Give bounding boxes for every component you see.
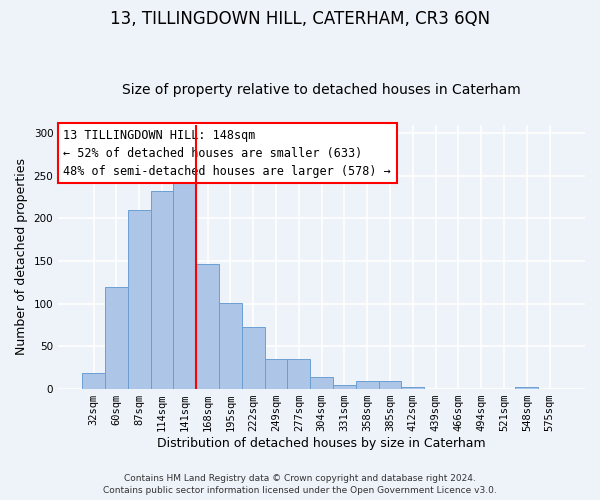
Title: Size of property relative to detached houses in Caterham: Size of property relative to detached ho… [122, 83, 521, 97]
X-axis label: Distribution of detached houses by size in Caterham: Distribution of detached houses by size … [157, 437, 486, 450]
Bar [196, 264, 219, 389]
Bar [219, 303, 242, 389]
Bar [242, 327, 265, 389]
Bar [151, 191, 173, 389]
Bar [265, 359, 287, 389]
Bar [287, 359, 310, 389]
Bar [356, 382, 379, 389]
Text: 13 TILLINGDOWN HILL: 148sqm
← 52% of detached houses are smaller (633)
48% of se: 13 TILLINGDOWN HILL: 148sqm ← 52% of det… [64, 128, 391, 178]
Y-axis label: Number of detached properties: Number of detached properties [15, 158, 28, 356]
Bar [128, 210, 151, 389]
Bar [401, 386, 424, 389]
Bar [82, 373, 105, 389]
Bar [379, 382, 401, 389]
Text: 13, TILLINGDOWN HILL, CATERHAM, CR3 6QN: 13, TILLINGDOWN HILL, CATERHAM, CR3 6QN [110, 10, 490, 28]
Bar [310, 377, 333, 389]
Text: Contains HM Land Registry data © Crown copyright and database right 2024.
Contai: Contains HM Land Registry data © Crown c… [103, 474, 497, 495]
Bar [105, 286, 128, 389]
Bar [515, 388, 538, 389]
Bar [333, 385, 356, 389]
Bar [173, 178, 196, 389]
